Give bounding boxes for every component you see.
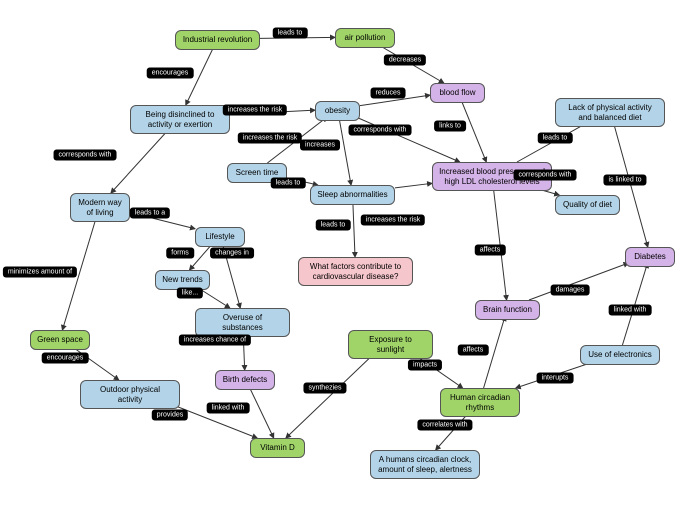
node-diabetes: Diabetes (625, 247, 675, 267)
edge-label-birthdef-vitd: linked with (207, 403, 250, 414)
edge-label-brain-diabetes: damages (551, 285, 590, 296)
edge-label-screentime-sleepabn: leads to (271, 178, 306, 189)
node-airpoll: air pollution (335, 28, 395, 48)
edge-label-highbp-brain: affects (475, 245, 506, 256)
node-vitd: Vitamin D (250, 438, 305, 458)
edge-label-highbp-lackphys: leads to (538, 133, 573, 144)
edge-label-modern-greenspace: minimizes amount of (3, 267, 77, 278)
edge-label-overuse-birthdef: increases chance of (179, 335, 251, 346)
node-sleepabn: Sleep abnormalities (310, 185, 395, 205)
node-disinclined: Being disinclined to activity or exertio… (130, 105, 230, 134)
edge-circadian-clock (436, 412, 470, 450)
edge-label-outdoor-vitd: provides (152, 410, 188, 421)
edge-label-highbp-quality: corresponds with (514, 170, 577, 181)
edge-birthdef-vitd (249, 386, 274, 438)
edge-disinclined-modern (111, 129, 169, 193)
edge-label-screentime-obesity: increases the risk (238, 133, 302, 144)
node-birthdef: Birth defects (215, 370, 275, 390)
edge-label-circadian-clock: correlates with (417, 420, 472, 431)
edge-label-exposure-circadian: impacts (408, 360, 442, 371)
node-circadian: Human circadian rhythms (440, 388, 520, 417)
node-clock: A humans circadian clock, amount of slee… (370, 450, 480, 479)
edge-label-airpoll-bloodflow: decreases (384, 55, 426, 66)
edge-label-obesity-highbp: corresponds with (349, 125, 412, 136)
edge-label-obesity-sleepabn: increases (300, 140, 340, 151)
edge-label-lifestyle-newtrends: forms (166, 248, 194, 259)
edge-label-bloodflow-highbp: links to (434, 121, 466, 132)
edge-label-sleepabn-highbp: increases the risk (361, 215, 425, 226)
node-factors: What factors contribute to cardiovascula… (298, 257, 413, 286)
edge-label-industrial-airpoll: leads to (273, 28, 308, 39)
edge-sleepabn-highbp (395, 183, 432, 188)
edge-label-exposure-vitd: synthezies (303, 383, 346, 394)
edge-label-circadian-brain: affects (458, 345, 489, 356)
node-modern: Modern way of living (70, 193, 130, 222)
node-useelec: Use of electronics (580, 345, 660, 365)
edge-label-greenspace-outdoor: encourages (42, 353, 89, 364)
edge-label-useelec-circadian: interupts (537, 373, 574, 384)
edge-label-obesity-bloodflow: reduces (371, 88, 406, 99)
node-exposure: Exposure to sunlight (348, 330, 433, 359)
node-obesity: obesity (315, 101, 360, 121)
node-outdoor: Outdoor physical activity (80, 380, 180, 409)
edge-label-industrial-disinclined: encourages (147, 68, 194, 79)
node-lackphys: Lack of physical activity and balanced d… (555, 98, 665, 127)
edge-label-disinclined-modern: corresponds with (54, 150, 117, 161)
node-quality: Quality of diet (555, 195, 620, 215)
edge-label-disinclined-obesity: increases the risk (223, 105, 287, 116)
edge-label-useelec-diabetes: linked with (609, 305, 652, 316)
edge-label-modern-lifestyle: leads to a (130, 208, 170, 219)
node-lifestyle: Lifestyle (195, 227, 245, 247)
node-overuse: Overuse of substances (195, 308, 290, 337)
node-bloodflow: blood flow (430, 83, 485, 103)
edge-sleepabn-factors (353, 201, 355, 257)
node-brain: Brain function (475, 300, 540, 320)
edge-label-lackphys-diabetes: is linked to (603, 175, 646, 186)
edge-label-lifestyle-overuse: changes in (210, 248, 254, 259)
node-greenspace: Green space (30, 330, 90, 350)
node-industrial: Industrial revolution (175, 30, 260, 50)
edge-label-sleepabn-factors: leads to (316, 220, 351, 231)
edge-label-newtrends-overuse: like... (177, 288, 203, 299)
